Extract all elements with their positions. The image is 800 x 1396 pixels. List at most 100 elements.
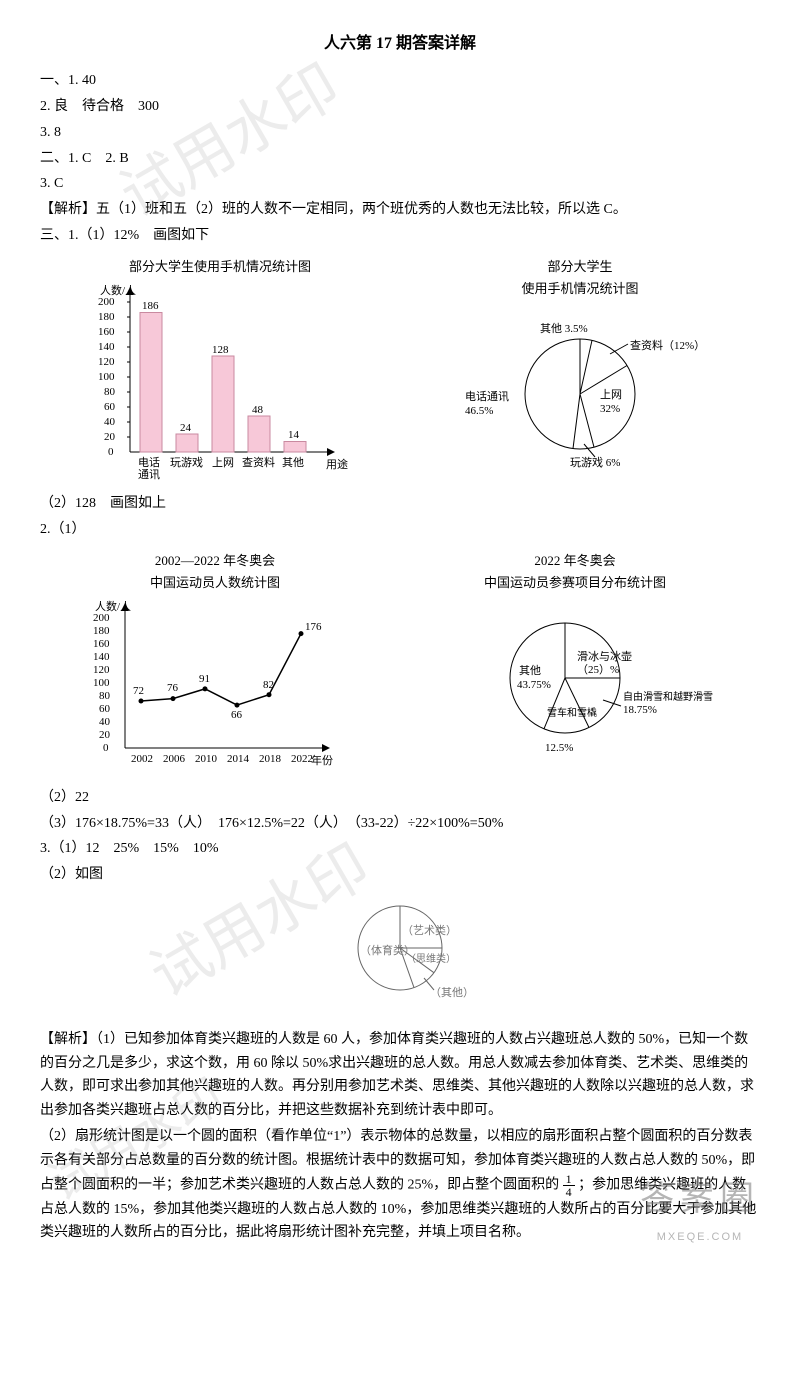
p2-label: 其他 bbox=[519, 664, 541, 677]
svg-text:120: 120 bbox=[93, 664, 110, 676]
answer-line: 一、1. 40 bbox=[40, 69, 760, 93]
tick: 0 bbox=[108, 446, 114, 458]
p2-label: （25）% bbox=[577, 663, 619, 676]
tick: 60 bbox=[104, 401, 116, 413]
sp-label: （艺术类） bbox=[402, 923, 457, 937]
answer-line: 2.（1） bbox=[40, 518, 760, 542]
bar-chart: 部分大学生使用手机情况统计图 人数/人 用途 0 20 40 60 80 100… bbox=[90, 256, 350, 482]
answer-line: （3）176×18.75%=33（人） 176×12.5%=22（人） （33-… bbox=[40, 812, 760, 836]
pie-label: 查资料（12%） bbox=[630, 338, 705, 352]
pie-svg: 其他 3.5% 查资料（12%） 上网 32% 玩游戏 6% 电话通讯 46.5… bbox=[450, 304, 710, 484]
pie2-t2: 中国运动员参赛项目分布统计图 bbox=[484, 575, 666, 590]
svg-text:200: 200 bbox=[93, 612, 110, 624]
svg-text:91: 91 bbox=[199, 673, 210, 685]
small-pie-wrap: （艺术类） （思维类） （体育类） （其他） bbox=[40, 893, 760, 1022]
p2-label: 雪车和雪橇 bbox=[547, 706, 597, 719]
p2-label: 43.75% bbox=[517, 679, 551, 691]
pie-label: 上网 bbox=[600, 388, 622, 401]
tick: 180 bbox=[98, 311, 115, 323]
answer-line: 3. 8 bbox=[40, 121, 760, 145]
explain-p1: 【解析】（1）已知参加体育类兴趣班的人数是 60 人，参加体育类兴趣班的人数占兴… bbox=[40, 1028, 760, 1123]
svg-text:40: 40 bbox=[99, 716, 111, 728]
bar-value: 24 bbox=[180, 422, 192, 434]
chart-row: 部分大学生使用手机情况统计图 人数/人 用途 0 20 40 60 80 100… bbox=[40, 256, 760, 484]
svg-text:80: 80 bbox=[99, 690, 111, 702]
logo-small: MXEQE.COM bbox=[640, 1228, 760, 1247]
bar-chart-svg: 人数/人 用途 0 20 40 60 80 100 120 140 160 18… bbox=[90, 282, 350, 482]
p2-label: 18.75% bbox=[623, 704, 657, 716]
tick: 200 bbox=[98, 296, 115, 308]
line-t1: 2002—2022 年冬奥会 bbox=[155, 553, 275, 568]
svg-text:82: 82 bbox=[263, 679, 274, 691]
svg-text:0: 0 bbox=[103, 742, 109, 754]
cat: 上网 bbox=[212, 456, 234, 469]
svg-text:2010: 2010 bbox=[195, 753, 218, 765]
pie-label: 46.5% bbox=[465, 405, 493, 417]
pie-label: 其他 3.5% bbox=[540, 322, 588, 335]
svg-text:160: 160 bbox=[93, 638, 110, 650]
line-title: 2002—2022 年冬奥会 中国运动员人数统计图 bbox=[150, 550, 280, 594]
answer-line: 三、1.（1）12% 画图如下 bbox=[40, 224, 760, 248]
answer-line: （2）128 画图如上 bbox=[40, 492, 760, 516]
tick: 80 bbox=[104, 386, 116, 398]
pie-title: 部分大学生 使用手机情况统计图 bbox=[521, 256, 638, 300]
pie2-svg: 滑冰与冰壶 （25）% 自由滑雪和越野滑雪 18.75% 雪车和雪橇 12.5%… bbox=[435, 598, 715, 768]
answer-line: 二、1. C 2. B bbox=[40, 147, 760, 171]
tick: 160 bbox=[98, 326, 115, 338]
svg-text:100: 100 bbox=[93, 677, 110, 689]
cat: 其他 bbox=[282, 456, 304, 469]
logo-big: 答案圈 bbox=[640, 1171, 760, 1229]
chart-row: 2002—2022 年冬奥会 中国运动员人数统计图 人数/人 年份 0 20 4… bbox=[40, 550, 760, 778]
pie-chart-2: 2022 年冬奥会 中国运动员参赛项目分布统计图 滑冰与冰壶 （25）% 自由滑… bbox=[435, 550, 715, 768]
answer-line: （2）22 bbox=[40, 786, 760, 810]
tick: 100 bbox=[98, 371, 115, 383]
svg-text:176: 176 bbox=[305, 621, 322, 633]
svg-text:2002: 2002 bbox=[131, 753, 153, 765]
answer-line: 3.（1）12 25% 15% 10% bbox=[40, 837, 760, 861]
cat: 玩游戏 bbox=[170, 456, 203, 469]
x-label: 年份 bbox=[311, 753, 333, 767]
svg-text:140: 140 bbox=[93, 651, 110, 663]
answer-line: 3. C bbox=[40, 172, 760, 196]
pie-title-2: 使用手机情况统计图 bbox=[521, 281, 638, 296]
p2-label: 滑冰与冰壶 bbox=[577, 649, 632, 663]
small-pie-svg: （艺术类） （思维类） （体育类） （其他） bbox=[310, 893, 490, 1013]
svg-text:76: 76 bbox=[167, 682, 179, 694]
p2-label: 自由滑雪和越野滑雪 bbox=[623, 690, 713, 703]
tick: 40 bbox=[104, 416, 116, 428]
pie-label: 32% bbox=[600, 403, 620, 415]
x-axis-label: 用途 bbox=[326, 457, 348, 471]
sp-label: （其他） bbox=[430, 986, 474, 999]
line-t2: 中国运动员人数统计图 bbox=[150, 575, 280, 590]
pie-chart: 部分大学生 使用手机情况统计图 其他 3.5% 查资料（12%） 上网 32% … bbox=[450, 256, 710, 484]
bar-value: 186 bbox=[142, 300, 159, 312]
cat: 电话 bbox=[138, 456, 160, 469]
line-svg: 人数/人 年份 0 20 40 60 80 100 120 140 160 18… bbox=[85, 598, 345, 778]
svg-text:66: 66 bbox=[231, 709, 243, 721]
svg-text:2006: 2006 bbox=[163, 753, 186, 765]
svg-text:20: 20 bbox=[99, 729, 111, 741]
pie2-title: 2022 年冬奥会 中国运动员参赛项目分布统计图 bbox=[484, 550, 666, 594]
pie-label: 电话通讯 bbox=[465, 390, 509, 403]
answer-line: （2）如图 bbox=[40, 863, 760, 887]
tick: 20 bbox=[104, 431, 116, 443]
answer-line: 2. 良 待合格 300 bbox=[40, 95, 760, 119]
svg-text:2018: 2018 bbox=[259, 753, 282, 765]
tick: 120 bbox=[98, 356, 115, 368]
pie-title-1: 部分大学生 bbox=[547, 259, 612, 274]
bar-chart-title: 部分大学生使用手机情况统计图 bbox=[129, 256, 311, 278]
p2-label: 12.5% bbox=[545, 742, 573, 754]
svg-text:60: 60 bbox=[99, 703, 111, 715]
svg-text:2014: 2014 bbox=[227, 753, 250, 765]
svg-text:72: 72 bbox=[133, 685, 144, 697]
cat: 通讯 bbox=[138, 468, 160, 481]
explain-line: 【解析】五（1）班和五（2）班的人数不一定相同，两个班优秀的人数也无法比较，所以… bbox=[40, 198, 760, 222]
sp-label: （体育类） bbox=[360, 943, 415, 957]
cat: 查资料 bbox=[242, 455, 275, 469]
fraction-icon: 14 bbox=[563, 1173, 575, 1198]
line-chart: 2002—2022 年冬奥会 中国运动员人数统计图 人数/人 年份 0 20 4… bbox=[85, 550, 345, 778]
svg-text:180: 180 bbox=[93, 625, 110, 637]
tick: 140 bbox=[98, 341, 115, 353]
pie-label: 玩游戏 6% bbox=[570, 456, 620, 469]
bar-value: 128 bbox=[212, 344, 229, 356]
